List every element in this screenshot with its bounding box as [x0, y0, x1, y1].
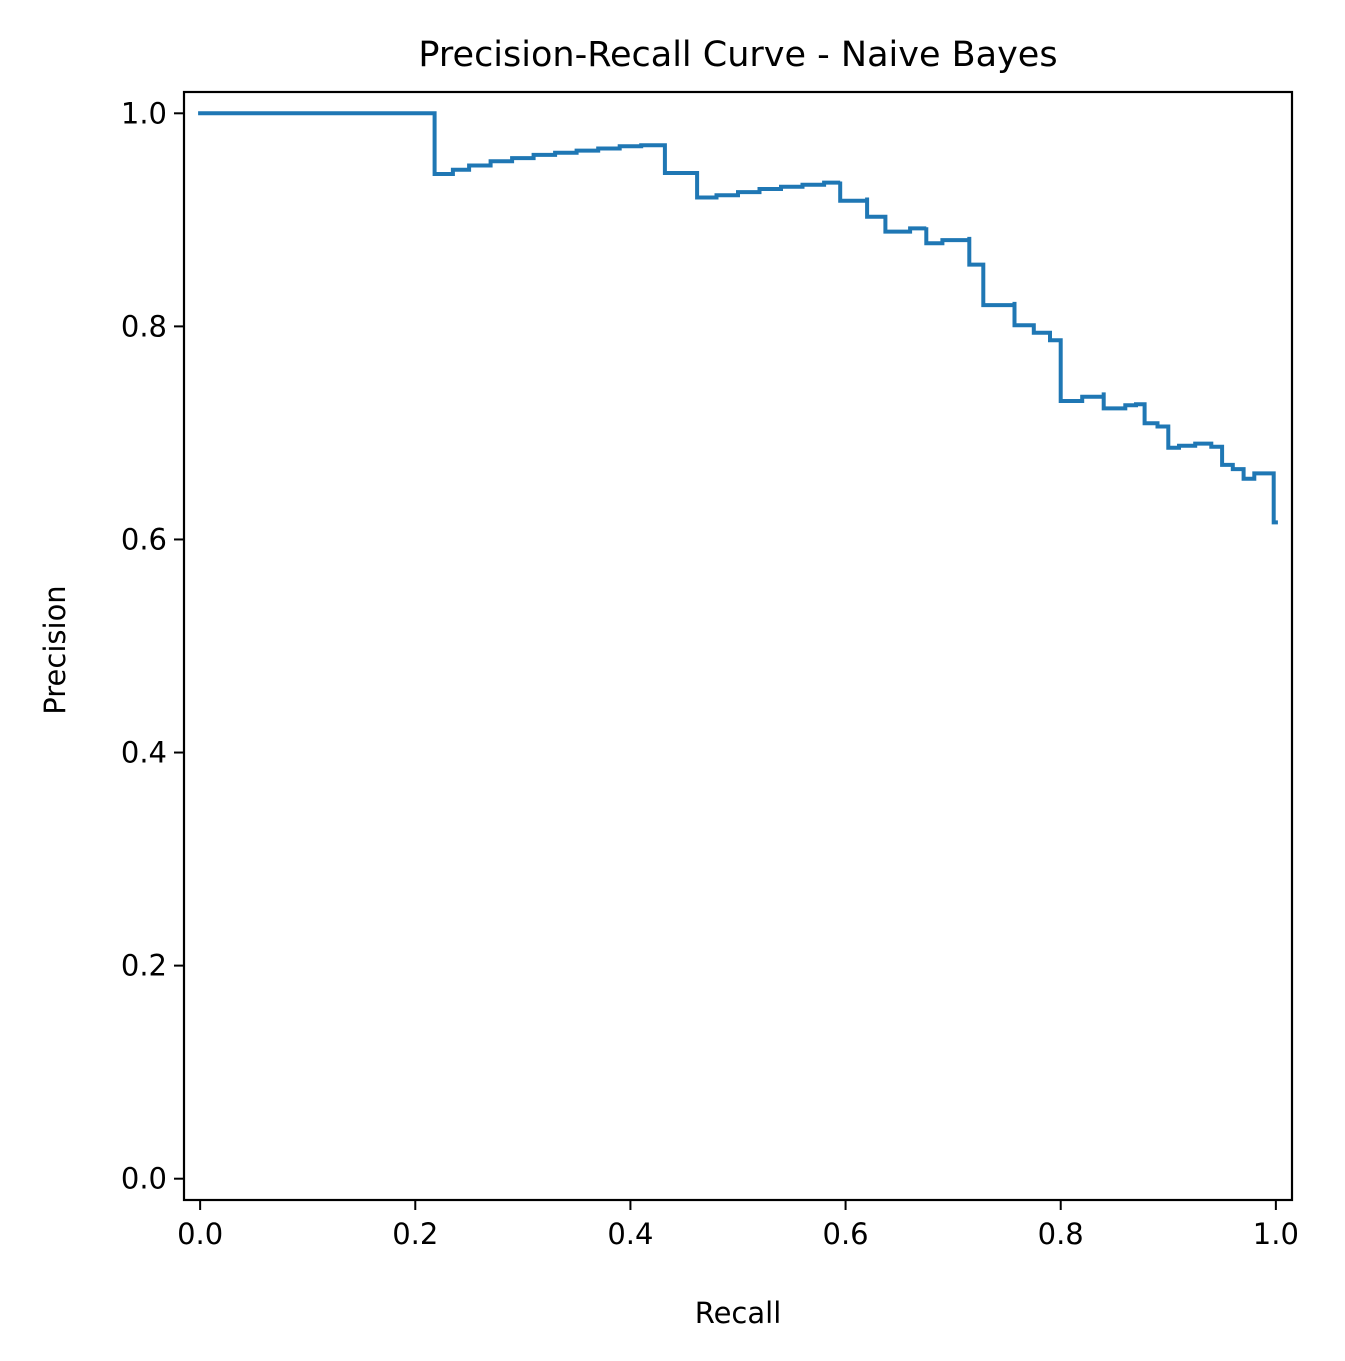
- x-axis-title: Recall: [695, 1296, 782, 1330]
- axis-ticks: 0.0 0.2 0.4 0.6 0.8 1.0 0.0 0.2 0.4 0.6 0.8 1.0: [121, 96, 1299, 1251]
- y-tick-label: 1.0: [121, 96, 167, 130]
- y-tick-label: 0.8: [121, 309, 167, 343]
- y-tick-label: 0.0: [121, 1162, 167, 1196]
- x-tick-label: 0.2: [392, 1217, 438, 1251]
- plot-area: [198, 111, 1278, 525]
- y-axis-title: Precision: [38, 585, 72, 714]
- y-tick-label: 0.2: [121, 949, 167, 983]
- x-tick-label: 0.8: [1038, 1217, 1084, 1251]
- x-tick-label: 1.0: [1253, 1217, 1299, 1251]
- chart-title: Precision-Recall Curve - Naive Bayes: [418, 35, 1057, 75]
- x-tick-label: 0.6: [823, 1217, 869, 1251]
- y-tick-label: 0.4: [121, 736, 167, 770]
- y-tick-label: 0.6: [121, 522, 167, 556]
- precision-recall-line: [198, 111, 1278, 525]
- axes-frame: [182, 90, 1294, 1202]
- x-tick-label: 0.0: [177, 1217, 223, 1251]
- x-tick-label: 0.4: [607, 1217, 653, 1251]
